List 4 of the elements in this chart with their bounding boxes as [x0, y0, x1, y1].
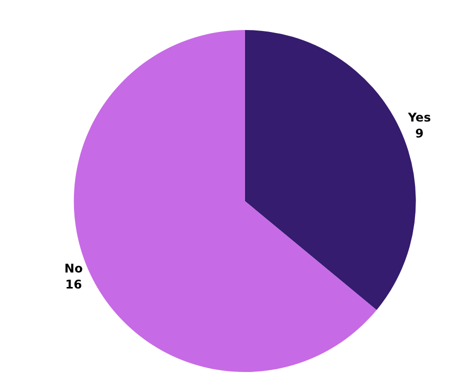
data-label: 16	[65, 277, 82, 292]
slice-label: Yes	[406, 110, 431, 125]
data-label: 9	[415, 126, 424, 140]
slice-label: No	[64, 262, 83, 276]
